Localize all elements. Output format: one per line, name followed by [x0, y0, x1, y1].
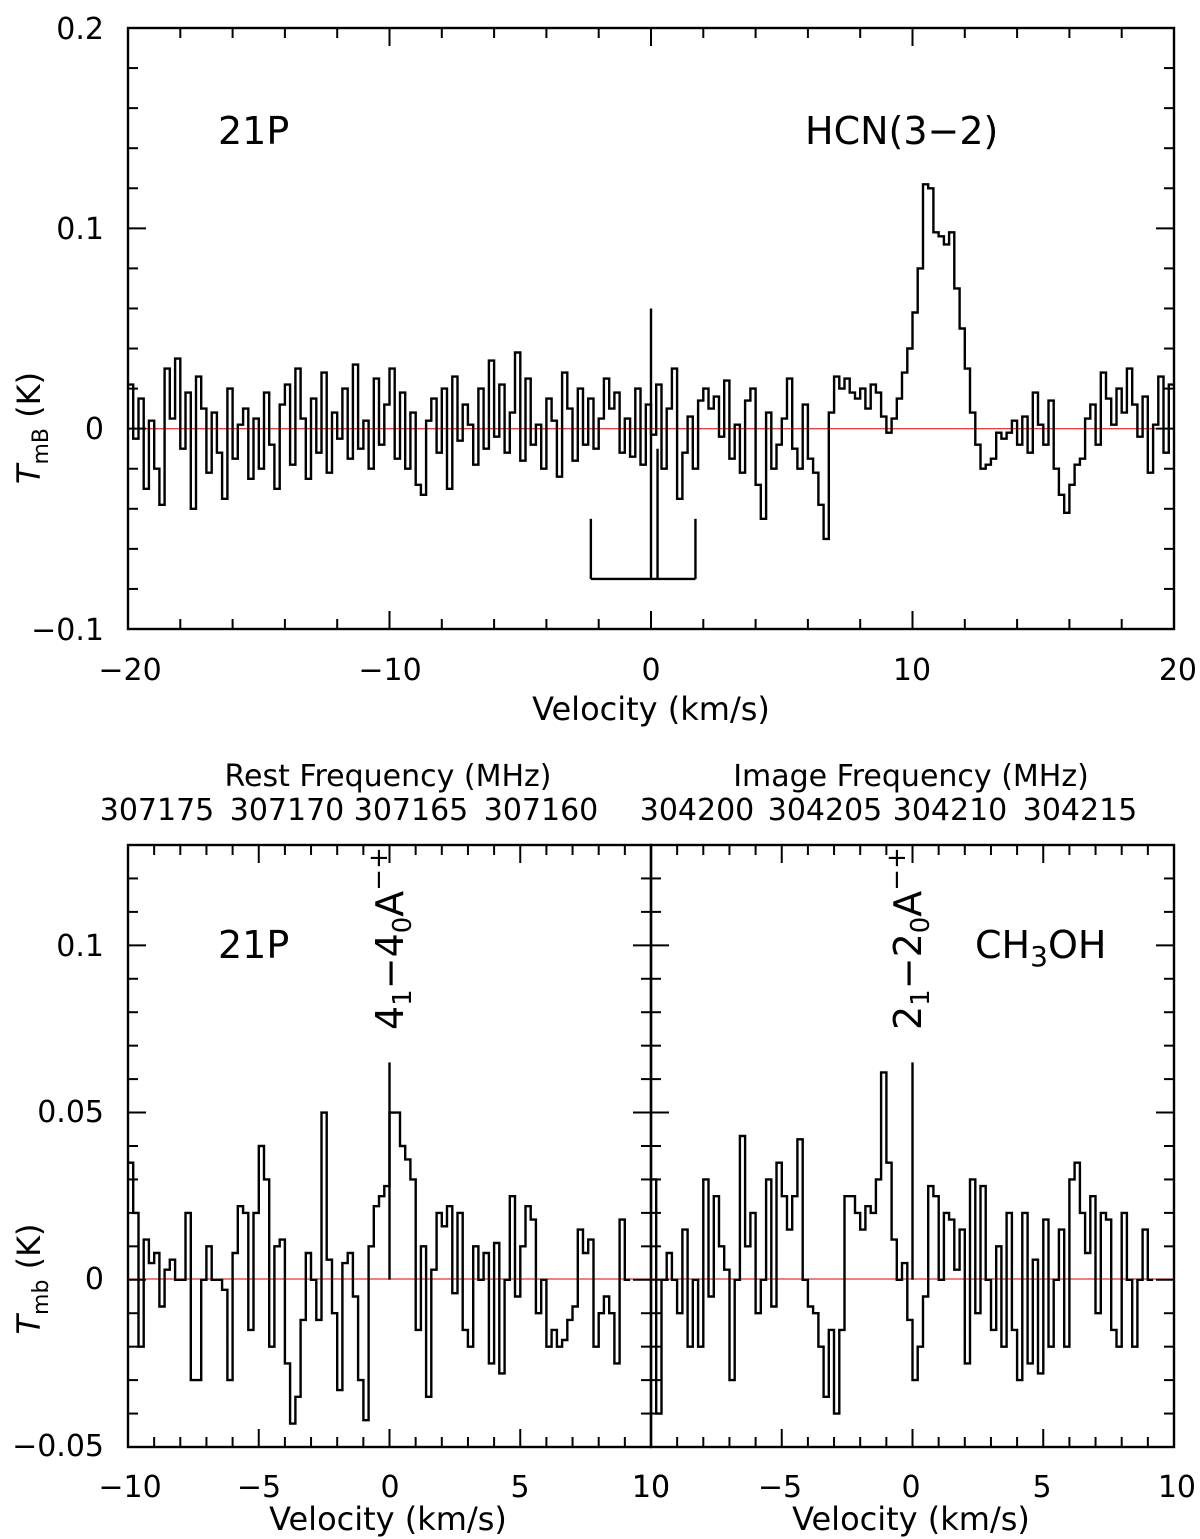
bottom-y-tick-label: 0.1 — [56, 929, 104, 964]
bottom-right-x-tick-label: 0 — [901, 1470, 920, 1505]
top-y-axis-unit: (K) — [10, 372, 48, 428]
line-label-sup: −+ — [364, 847, 394, 891]
bottom-y-axis-unit: (K) — [10, 1223, 48, 1279]
bottom-right-x-tick-label: −5 — [758, 1470, 802, 1505]
bottom-left-x-axis-label: Velocity (km/s) — [269, 1500, 507, 1538]
top-y-axis-label: TmB (K) — [10, 372, 54, 484]
top-panel-label-left: 21P — [218, 109, 289, 153]
bottom-y-axis-label: Tmb (K) — [10, 1223, 54, 1334]
top-tick-marks — [127, 27, 1175, 630]
bottom-y-axis-symbol: T — [10, 1313, 48, 1335]
rest-frequency-tick: 307165 — [354, 793, 469, 828]
species-rest: OH — [1048, 923, 1106, 967]
species-sub: 3 — [1030, 940, 1048, 973]
rest-frequency-tick: 307160 — [484, 793, 599, 828]
bottom-left-x-tick-label: −5 — [237, 1470, 281, 1505]
top-y-tick-label: −0.1 — [31, 613, 104, 648]
line-label-sub1: 1 — [906, 989, 936, 1006]
bottom-right-spectrum-line — [651, 1071, 1154, 1415]
line-label-dash: −2 — [886, 933, 930, 989]
bottom-right-panel-label: CH3OH — [975, 923, 1106, 973]
rest-frequency-label: Rest Frequency (MHz) — [225, 759, 552, 794]
top-panel-label-right: HCN(3−2) — [805, 109, 998, 153]
top-y-tick-label: 0.2 — [56, 12, 104, 47]
top-y-axis-symbol: T — [10, 462, 48, 484]
line-label-dash: −4 — [368, 933, 412, 989]
top-x-tick-labels: −20 −10 0 10 20 — [98, 653, 1197, 688]
image-frequency-tick-labels: 304200 304205 304210 304215 — [640, 793, 1138, 828]
line-label-sub1: 1 — [388, 989, 418, 1006]
image-frequency-tick: 304200 — [640, 793, 755, 828]
bottom-left-x-tick-label: −10 — [98, 1470, 161, 1505]
bottom-left-y-tick-labels: 0.1 0.05 0 −0.05 — [12, 929, 104, 1464]
bottom-left-x-tick-label: 10 — [632, 1470, 670, 1505]
bottom-right-panel: 10 −5 0 5 10 Velocity (km/s) Image Frequ… — [632, 759, 1196, 1538]
bottom-left-x-tick-labels: −10 −5 0 5 10 — [98, 1470, 670, 1505]
top-x-axis-label: Velocity (km/s) — [532, 690, 770, 728]
bottom-left-spectrum-line — [128, 1111, 631, 1425]
image-frequency-label: Image Frequency (MHz) — [733, 759, 1089, 794]
bottom-right-tick-marks — [650, 844, 1175, 1448]
bottom-y-tick-label: 0 — [85, 1262, 104, 1297]
line-label-sub2: 0 — [906, 917, 936, 934]
top-x-tick-label: −10 — [358, 653, 421, 688]
bottom-right-line-label: 21−20A−+ — [882, 847, 936, 1030]
bottom-left-panel-label: 21P — [218, 923, 289, 967]
image-frequency-tick: 304210 — [893, 793, 1008, 828]
top-y-tick-label: 0 — [85, 412, 104, 447]
top-x-tick-label: 10 — [893, 653, 931, 688]
top-x-tick-label: 0 — [641, 653, 660, 688]
bottom-right-x-axis-label: Velocity (km/s) — [792, 1500, 1030, 1538]
species-main: CH — [975, 923, 1030, 967]
bottom-y-axis-subscript: mb — [29, 1280, 54, 1315]
bottom-left-line-label: 41−40A−+ — [364, 847, 418, 1030]
bottom-right-x-tick-label: 10 — [632, 1470, 670, 1505]
top-panel: 0.2 0.1 0 −0.1 −20 −10 0 10 20 Velocity … — [10, 12, 1197, 728]
image-frequency-tick: 304205 — [768, 793, 883, 828]
image-frequency-tick: 304215 — [1023, 793, 1138, 828]
bottom-y-tick-label: −0.05 — [12, 1429, 104, 1464]
hyperfine-markers — [589, 308, 697, 581]
bottom-right-x-tick-label: 5 — [1032, 1470, 1051, 1505]
bottom-left-tick-marks — [127, 844, 652, 1448]
line-label-sub2: 0 — [388, 917, 418, 934]
bottom-right-x-tick-labels: 10 −5 0 5 10 — [632, 1470, 1196, 1505]
top-x-tick-label: 20 — [1159, 653, 1197, 688]
top-y-tick-label: 0.1 — [56, 212, 104, 247]
bottom-left-x-tick-label: 0 — [380, 1470, 399, 1505]
line-label-sym: A — [886, 891, 930, 917]
bottom-left-panel: 0.1 0.05 0 −0.05 −10 −5 0 5 10 Velocity … — [10, 759, 670, 1538]
line-label-sym: A — [368, 891, 412, 917]
bottom-right-x-tick-label: 10 — [1158, 1470, 1196, 1505]
rest-frequency-tick: 307170 — [230, 793, 345, 828]
line-label-main: 4 — [368, 1006, 412, 1030]
bottom-left-x-tick-label: 5 — [510, 1470, 529, 1505]
rest-frequency-tick: 307175 — [100, 793, 215, 828]
top-y-tick-labels: 0.2 0.1 0 −0.1 — [31, 12, 104, 648]
bottom-y-tick-label: 0.05 — [37, 1095, 104, 1130]
rest-frequency-tick-labels: 307175 307170 307165 307160 — [100, 793, 599, 828]
line-label-main: 2 — [886, 1006, 930, 1030]
top-y-axis-subscript: mB — [29, 428, 54, 465]
line-label-sup: −+ — [882, 847, 912, 891]
top-x-tick-label: −20 — [98, 653, 161, 688]
